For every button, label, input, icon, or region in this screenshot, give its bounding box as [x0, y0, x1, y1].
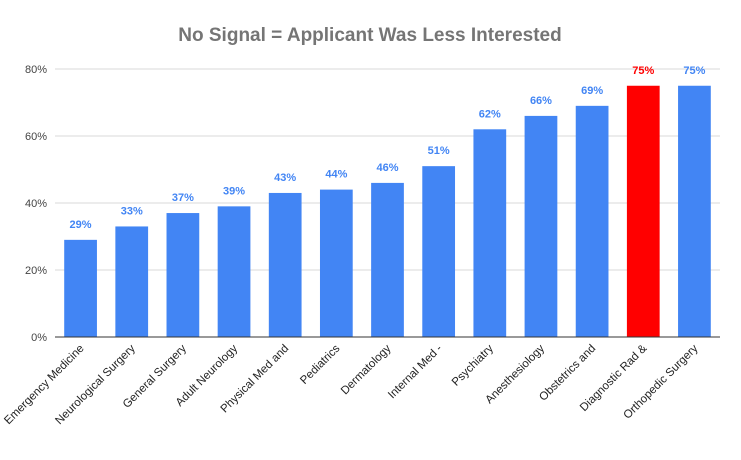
data-label: 51%: [428, 145, 450, 157]
x-tick-label: Dermatology: [339, 342, 394, 397]
data-label: 33%: [121, 205, 143, 217]
bar: [217, 206, 251, 337]
bar: [115, 226, 149, 337]
bar: [626, 85, 660, 337]
data-label: 46%: [376, 162, 398, 174]
x-tick-label: Psychiatry: [450, 342, 496, 388]
bar: [575, 105, 609, 337]
bar: [524, 115, 558, 338]
data-label: 69%: [581, 85, 603, 97]
x-tick-label: Pediatrics: [298, 342, 342, 386]
bars: [64, 85, 711, 338]
y-tick-label: 80%: [25, 64, 47, 76]
bar: [64, 239, 97, 337]
data-label: 39%: [223, 185, 245, 197]
bar: [371, 182, 404, 337]
data-label: 43%: [274, 172, 296, 184]
bar: [422, 166, 456, 337]
bar: [678, 85, 711, 337]
bar: [268, 192, 302, 337]
y-tick-label: 60%: [25, 131, 47, 143]
data-label: 62%: [479, 108, 501, 120]
data-label: 75%: [683, 65, 705, 77]
data-label: 66%: [530, 95, 552, 107]
y-axis-ticks: 0% 20% 40% 60% 80%: [25, 64, 47, 344]
y-tick-label: 20%: [25, 265, 47, 277]
bar: [166, 213, 200, 337]
data-label: 75%: [632, 65, 654, 77]
y-tick-label: 40%: [25, 198, 47, 210]
y-tick-label: 0%: [31, 332, 47, 344]
data-label: 44%: [325, 169, 347, 181]
data-label: 29%: [70, 219, 92, 231]
bar: [473, 129, 507, 337]
bar: [319, 189, 353, 337]
data-labels: 29% 33% 37% 39% 43% 44% 46% 51% 62% 66% 69% 75% 75%: [70, 65, 706, 231]
chart-title: No Signal = Applicant Was Less Intereste…: [178, 25, 561, 46]
x-tick-label: Internal Med -: [386, 343, 445, 402]
data-label: 37%: [172, 192, 194, 204]
